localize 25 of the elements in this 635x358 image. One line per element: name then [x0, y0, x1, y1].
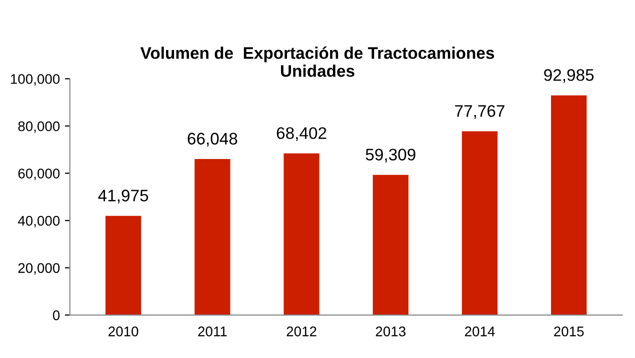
data-label: 66,048 — [188, 132, 238, 147]
y-tick-label: 0 — [52, 310, 60, 320]
x-tick-label: 2010 — [108, 326, 138, 336]
bar — [551, 95, 587, 316]
y-tick-label: 20,000 — [18, 263, 60, 275]
y-tick-label: 40,000 — [18, 216, 60, 228]
data-label: 68,402 — [276, 127, 326, 141]
bar — [462, 131, 498, 316]
chart-title: Volumen de Exportación de Tractocamiones Unidades — [140, 46, 494, 77]
y-tick-label: 60,000 — [18, 168, 60, 180]
bar — [194, 158, 230, 316]
data-label: 59,309 — [366, 148, 416, 162]
bar — [372, 174, 408, 316]
x-tick-label: 2014 — [464, 326, 495, 336]
y-tick-label: 80,000 — [18, 121, 60, 133]
x-tick-label: 2012 — [286, 326, 316, 336]
data-label: 92,985 — [544, 69, 594, 83]
y-tick-label: 100,000 — [10, 74, 60, 86]
x-tick-label: 2015 — [554, 326, 584, 336]
bar — [105, 216, 142, 316]
data-label: 41,975 — [98, 190, 148, 204]
x-tick-label: 2013 — [376, 326, 406, 336]
data-label: 77,767 — [455, 105, 504, 119]
x-tick-label: 2011 — [198, 326, 227, 336]
bar — [284, 153, 320, 316]
